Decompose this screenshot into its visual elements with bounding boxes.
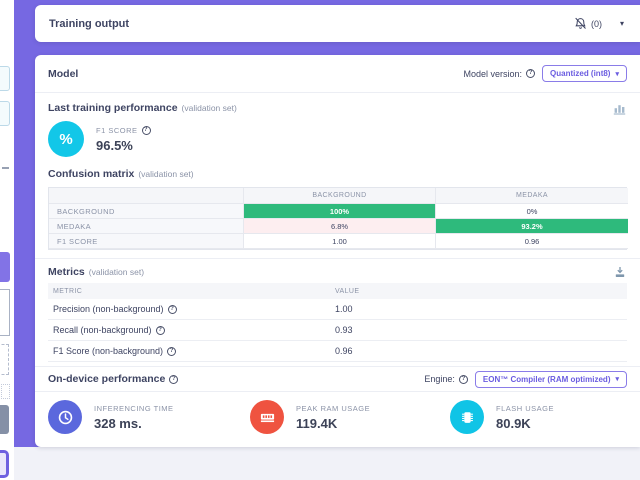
chevron-down-icon: ▾	[615, 70, 619, 78]
clipped-sidebar-panel	[0, 0, 14, 480]
matrix-cell: 93.2%	[436, 219, 628, 234]
stat-label: FLASH USAGE	[496, 403, 555, 413]
engine-select[interactable]: EON™ Compiler (RAM optimized) ▾	[474, 370, 627, 388]
model-card: Model Model version: ? Quantized (int8) …	[35, 55, 640, 447]
engine-value: EON™ Compiler (RAM optimized)	[482, 374, 611, 384]
metric-name: F1 Score (non-background) ?	[48, 346, 330, 356]
last-training-title: Last training performance	[48, 102, 178, 114]
download-icon[interactable]	[613, 265, 627, 279]
chevron-down-icon: ▾	[615, 376, 619, 383]
help-icon[interactable]: ?	[167, 304, 177, 314]
confusion-matrix-subtitle: (validation set)	[138, 169, 194, 179]
inferencing-time-stat: INFERENCING TIME 328 ms.	[48, 400, 174, 434]
sidebar-fragment	[1, 384, 10, 399]
matrix-cell: 0%	[436, 204, 628, 219]
f1-score-stat: % F1 SCORE ? 96.5%	[48, 121, 151, 157]
stat-value: 119.4K	[296, 415, 338, 431]
stat-value: 328 ms.	[94, 415, 142, 431]
row-label: BACKGROUND	[49, 204, 244, 219]
table-row: Recall (non-background) ? 0.93	[48, 320, 627, 341]
on-device-stats: INFERENCING TIME 328 ms. PEAK	[48, 392, 627, 447]
notifications-button[interactable]: (0)	[574, 17, 602, 30]
metric-col-header: METRIC	[53, 287, 83, 295]
sidebar-fragment	[2, 167, 9, 169]
last-training-subtitle: (validation set)	[181, 103, 237, 113]
sidebar-fragment	[0, 101, 10, 126]
column-header: MEDAKA	[436, 188, 628, 204]
on-device-header: On-device performance ? Engine: ? EON™ C…	[35, 366, 640, 392]
stat-label: INFERENCING TIME	[94, 403, 174, 413]
collapse-caret-button[interactable]: ▾	[619, 19, 624, 28]
model-version-label: Model version: ?	[464, 69, 536, 79]
sidebar-fragment	[0, 450, 9, 478]
metric-name: Precision (non-background) ?	[48, 304, 330, 314]
peak-ram-stat: PEAK RAM USAGE 119.4K	[250, 400, 370, 434]
model-header-row: Model Model version: ? Quantized (int8) …	[35, 55, 640, 93]
stat-label: PEAK RAM USAGE	[296, 403, 371, 413]
row-label: MEDAKA	[49, 219, 244, 234]
matrix-cell: 1.00	[244, 234, 436, 249]
confusion-matrix-header: Confusion matrix (validation set)	[48, 168, 194, 180]
value-col-header: VALUE	[335, 287, 360, 295]
flash-usage-stat: FLASH USAGE 80.9K	[450, 400, 554, 434]
metrics-subtitle: (validation set)	[88, 267, 145, 277]
help-icon[interactable]: ?	[169, 374, 179, 384]
training-output-header-card: Training output (0) ▾	[35, 5, 640, 42]
help-icon[interactable]: ?	[167, 346, 177, 356]
help-icon[interactable]: ?	[141, 125, 151, 135]
clock-icon	[48, 400, 82, 434]
matrix-cell: 100%	[244, 204, 436, 219]
corner-cell	[49, 188, 244, 204]
column-header: BACKGROUND	[244, 188, 436, 204]
sidebar-fragment	[0, 344, 9, 375]
model-version-value: Quantized (int8)	[550, 69, 611, 78]
sidebar-fragment	[0, 405, 9, 434]
confusion-matrix-table: BACKGROUND MEDAKA BACKGROUND 100% 0% MED…	[48, 187, 628, 250]
table-row: Precision (non-background) ? 1.00	[48, 299, 627, 320]
metrics-table: METRIC VALUE Precision (non-background) …	[48, 283, 627, 362]
matrix-cell: 0.96	[436, 234, 628, 249]
last-training-header: Last training performance (validation se…	[48, 99, 627, 117]
table-row: F1 Score (non-background) ? 0.96	[48, 341, 627, 362]
sidebar-fragment	[0, 252, 10, 282]
page-title: Training output	[49, 17, 130, 30]
metrics-table-header: METRIC VALUE	[48, 283, 627, 299]
chip-icon	[450, 400, 484, 434]
metric-value: 0.96	[335, 346, 353, 356]
section-divider	[35, 258, 640, 259]
percent-icon: %	[48, 121, 84, 157]
help-icon[interactable]: ?	[526, 69, 536, 78]
notification-count: (0)	[590, 18, 602, 29]
sidebar-fragment	[0, 289, 10, 336]
on-device-title: On-device performance	[48, 373, 166, 385]
f1-score-value: 96.5%	[96, 137, 133, 153]
engine-label: Engine: ?	[424, 374, 468, 384]
metrics-header: Metrics (validation set)	[48, 262, 627, 282]
model-version-select[interactable]: Quantized (int8) ▾	[542, 65, 627, 82]
sidebar-fragment	[0, 66, 10, 91]
matrix-cell: 6.8%	[244, 219, 436, 234]
chart-icon[interactable]	[612, 101, 627, 116]
metric-value: 0.93	[335, 325, 353, 335]
confusion-matrix-title: Confusion matrix	[48, 168, 135, 180]
model-title: Model	[48, 67, 79, 80]
metrics-title: Metrics	[48, 266, 85, 278]
help-icon[interactable]: ?	[155, 325, 165, 335]
row-label: F1 SCORE	[49, 234, 244, 249]
bell-slash-icon	[574, 17, 587, 30]
help-icon[interactable]: ?	[458, 374, 468, 384]
stat-value: 80.9K	[496, 415, 531, 431]
metric-name: Recall (non-background) ?	[48, 325, 330, 335]
metric-value: 1.00	[335, 304, 353, 314]
f1-score-label: F1 SCORE ?	[96, 125, 151, 135]
ram-icon	[250, 400, 284, 434]
